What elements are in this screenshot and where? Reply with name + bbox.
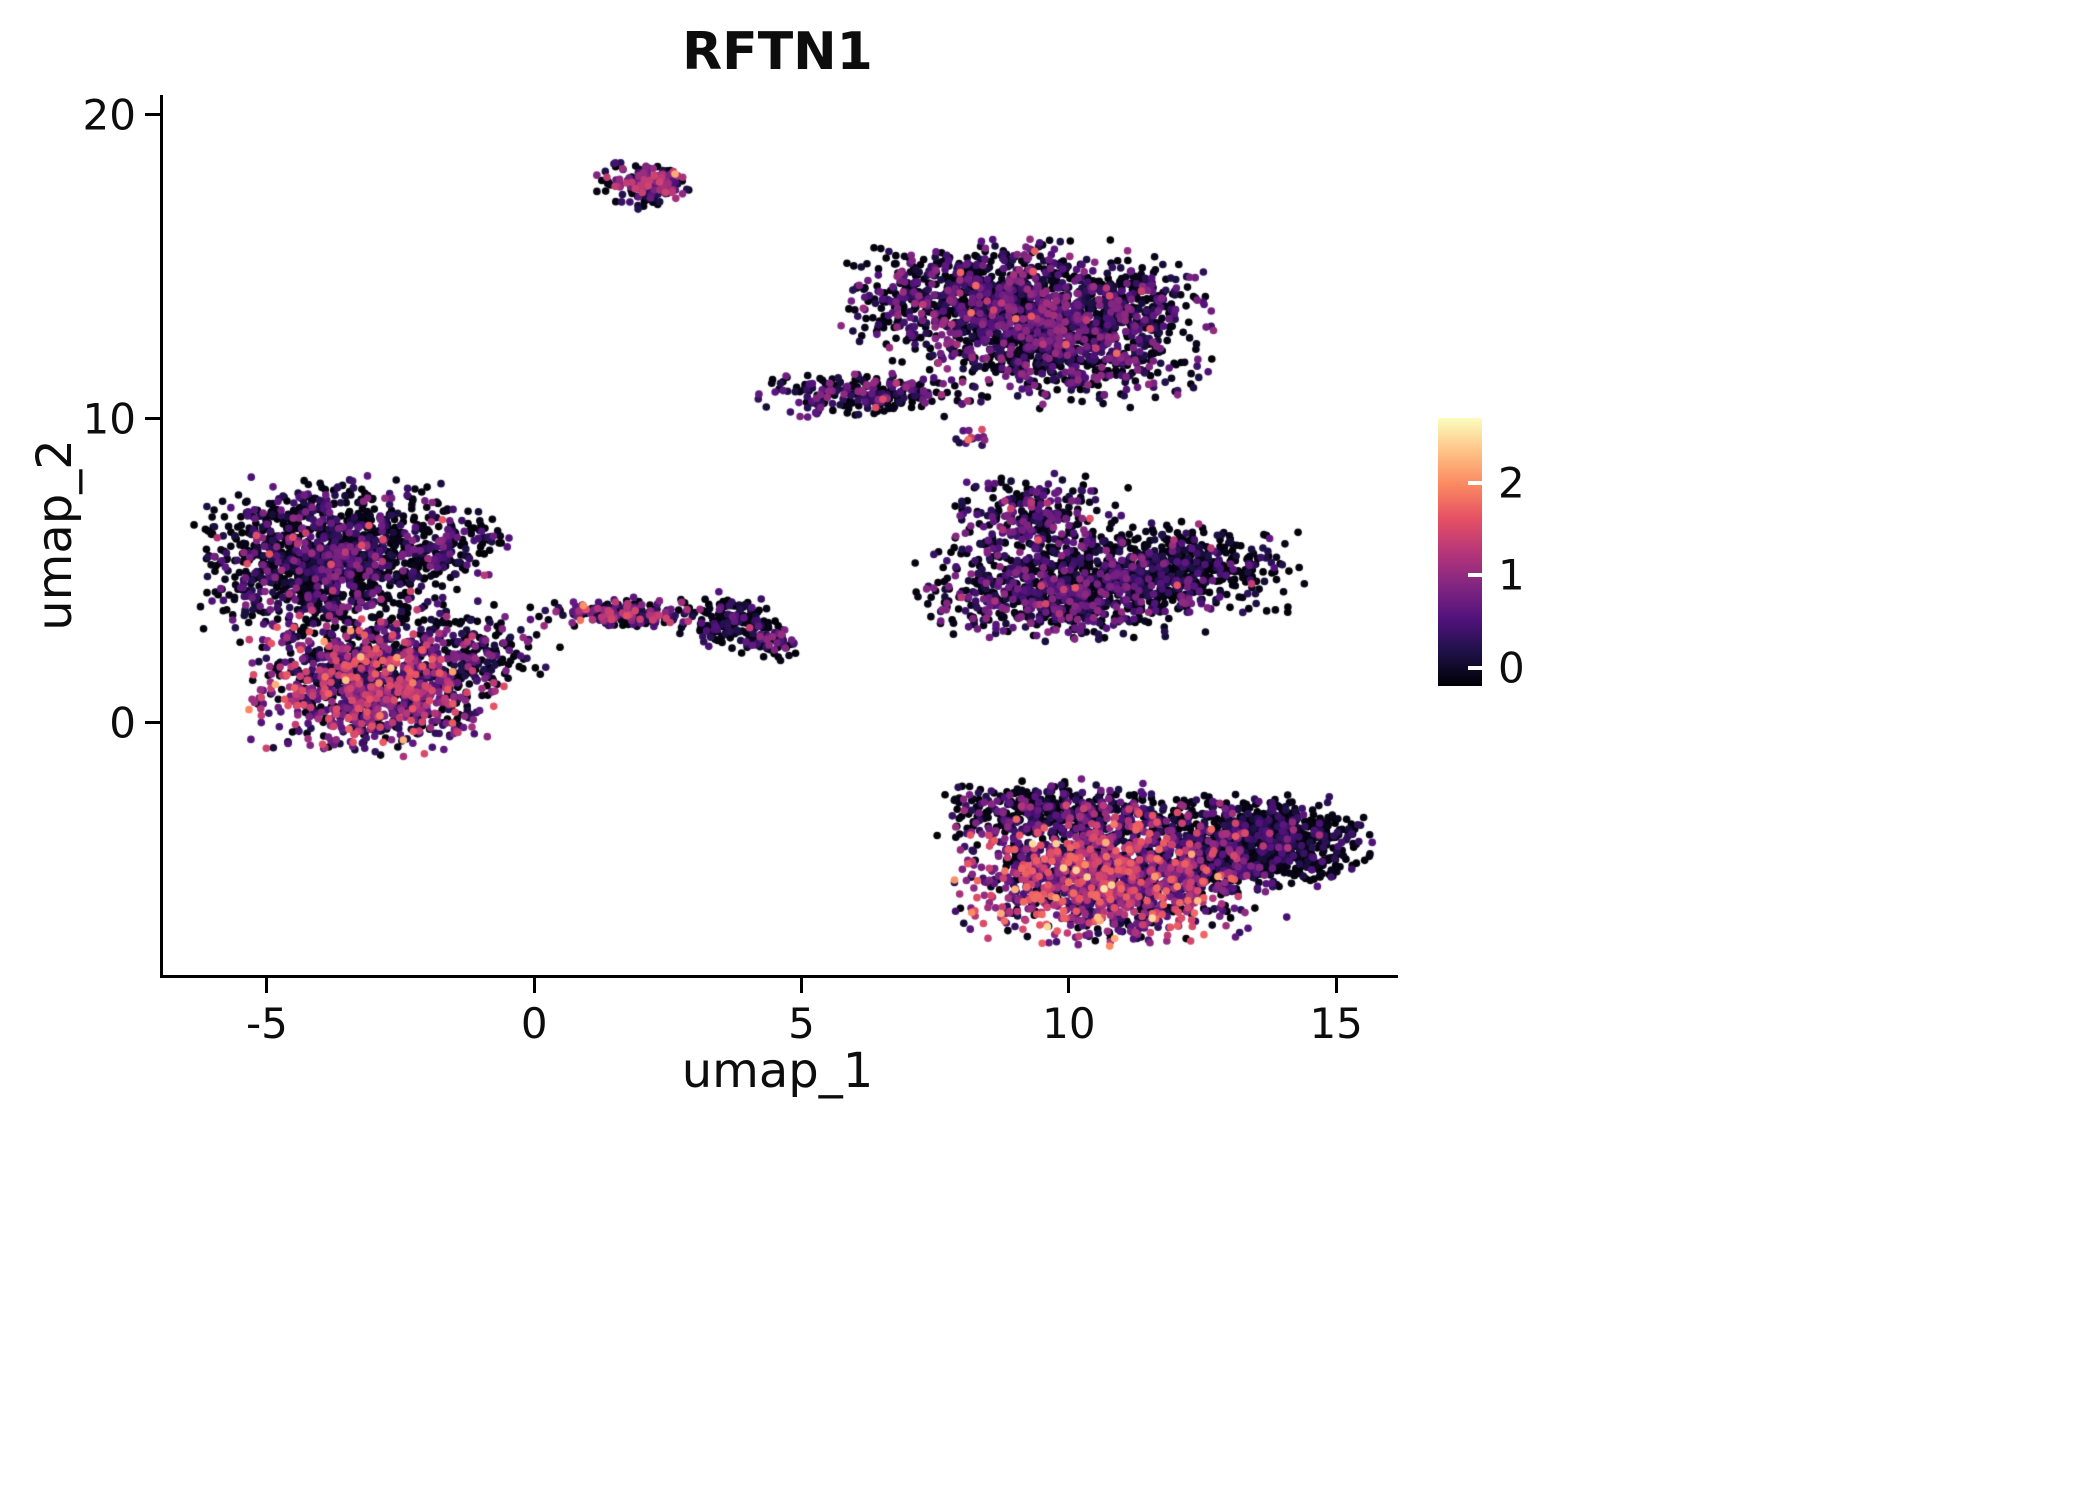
x-axis-label: umap_1	[681, 1043, 874, 1099]
colorbar-legend: 0 1 2	[1438, 418, 1525, 692]
colorbar-tick-mark	[1468, 665, 1482, 670]
colorbar-tick-label: 2	[1498, 458, 1525, 508]
x-tick-mark	[532, 978, 536, 993]
y-tick-label: 10	[82, 394, 136, 444]
colorbar-tick-label: 1	[1498, 550, 1525, 600]
y-axis-label: umap_2	[27, 439, 83, 631]
x-tick-label: 0	[520, 999, 548, 1048]
colorbar-tick-mark	[1468, 480, 1482, 485]
x-tick-mark	[265, 978, 269, 993]
x-tick-mark	[1334, 978, 1338, 993]
plot-title: RFTN1	[682, 22, 873, 82]
y-tick-label: 20	[82, 90, 136, 140]
x-tick-mark	[1067, 978, 1071, 993]
x-tick-mark	[800, 978, 804, 993]
y-tick-mark	[145, 721, 160, 725]
colorbar-gradient	[1438, 418, 1482, 686]
y-tick-mark	[145, 417, 160, 421]
colorbar-tick-mark	[1468, 573, 1482, 578]
plot-panel	[160, 95, 1398, 978]
y-tick-mark	[145, 113, 160, 117]
x-tick-label: 10	[1042, 999, 1096, 1048]
x-tick-label: 5	[788, 999, 815, 1048]
scatter-canvas	[163, 95, 1398, 975]
y-tick-label: 0	[109, 698, 136, 748]
colorbar-tick-label: 0	[1498, 643, 1525, 693]
x-tick-label: -5	[245, 999, 288, 1048]
x-tick-label: 15	[1309, 999, 1363, 1048]
